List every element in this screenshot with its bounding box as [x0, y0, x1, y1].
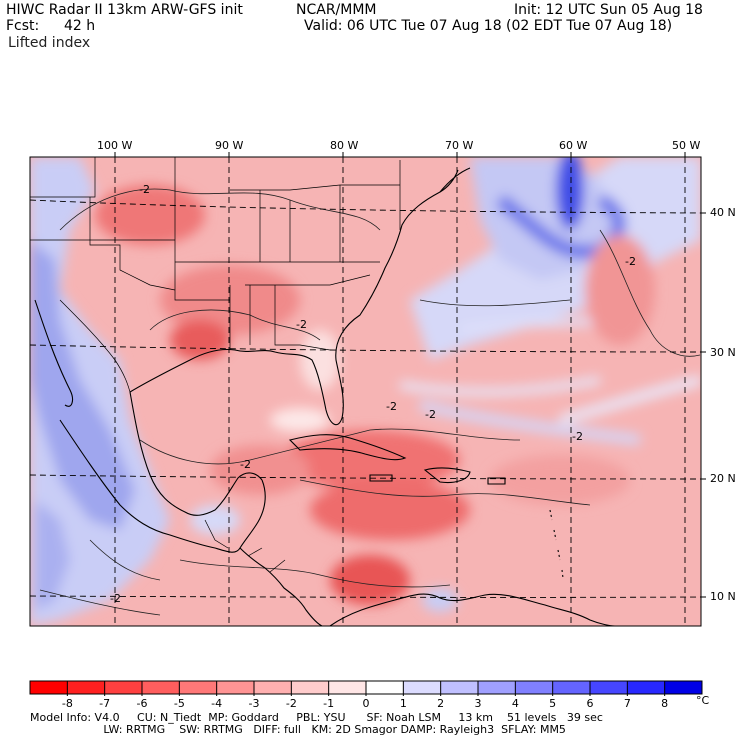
lon-label-70w: 70 W	[445, 139, 474, 152]
colorbar-swatch	[179, 681, 218, 694]
lon-label-60w: 60 W	[559, 139, 588, 152]
colorbar-tick-label: 6	[586, 697, 594, 710]
lon-label-50w: 50 W	[672, 139, 701, 152]
colorbar-swatch	[291, 681, 330, 694]
contour-label: -2	[296, 318, 307, 331]
shading-field	[30, 157, 701, 626]
colorbar-tick-label: 3	[474, 697, 482, 710]
colorbar-swatch	[254, 681, 292, 694]
colorbar-tick-label: -7	[99, 697, 111, 710]
org-label: NCAR/MMM	[296, 2, 377, 18]
colorbar-tick-label: 4	[511, 697, 519, 710]
colorbar-swatch	[664, 681, 703, 694]
colorbar-tick-label: 8	[661, 697, 669, 710]
colorbar-tick-label: -2	[285, 697, 297, 710]
fcst-label: Fcst:	[6, 18, 40, 34]
contour-label: -2	[240, 458, 251, 471]
lat-lon-grid	[30, 157, 701, 626]
colorbar-tick-label: 5	[549, 697, 557, 710]
lon-label-90w: 90 W	[215, 139, 244, 152]
colorbar-swatch	[142, 681, 180, 694]
contour-label: -2	[572, 430, 583, 443]
valid-time: Valid: 06 UTC Tue 07 Aug 18 (02 EDT Tue …	[304, 18, 673, 34]
colorbar-swatch	[30, 681, 68, 694]
fcst-value: 42 h	[64, 18, 96, 34]
contour-label: -2	[110, 592, 121, 605]
field-name: Lifted index	[8, 35, 91, 51]
colorbar-swatch	[216, 681, 255, 694]
lat-label-40n: 40 N	[710, 206, 736, 219]
contour-label: -2	[139, 183, 150, 196]
lat-label-10n: 10 N	[710, 590, 736, 603]
colorbar-tick-label: 7	[623, 697, 631, 710]
colorbar-swatch	[67, 681, 106, 694]
colorbar-swatch	[440, 681, 479, 694]
colorbar-tick-label: -5	[173, 697, 185, 710]
political-borders	[30, 157, 401, 573]
colorbar-tick-label: 2	[437, 697, 445, 710]
map-frame	[29, 156, 702, 627]
colorbar-tick-label: -8	[61, 697, 73, 710]
model-title: HIWC Radar II 13km ARW-GFS init	[6, 2, 243, 18]
colorbar-swatch	[104, 681, 143, 694]
colorbar-swatch	[590, 681, 628, 694]
colorbar-swatch	[515, 681, 554, 694]
colorbar-swatch	[328, 681, 367, 694]
contour-label: -2	[386, 400, 397, 413]
lat-label-20n: 20 N	[710, 472, 736, 485]
lon-label-80w: 80 W	[330, 139, 359, 152]
map-ticks	[114, 152, 706, 598]
contour-label: -2	[625, 255, 636, 268]
colorbar-swatch	[478, 681, 516, 694]
lon-label-100w: 100 W	[97, 139, 133, 152]
colorbar-swatch	[403, 681, 442, 694]
colorbar-tick-label: -4	[211, 697, 223, 710]
colorbar-tick-label: -3	[248, 697, 260, 710]
model-info-line1: Model Info: V4.0 CU: N_Tiedt MP: Goddard…	[30, 711, 603, 724]
init-time: Init: 12 UTC Sun 05 Aug 18	[514, 2, 703, 18]
lat-label-30n: 30 N	[710, 346, 736, 359]
coastlines	[34, 167, 616, 626]
colorbar-tick-label: -1	[323, 697, 335, 710]
colorbar	[29, 680, 703, 696]
contour-label: -2	[425, 408, 436, 421]
colorbar-swatch	[627, 681, 666, 694]
model-info-line2: LW: RRTMG SW: RRTMG DIFF: full KM: 2D Sm…	[30, 723, 566, 736]
colorbar-tick-label: 0	[362, 697, 370, 710]
colorbar-swatch	[552, 681, 591, 694]
colorbar-unit: °C	[696, 694, 710, 707]
colorbar-swatch	[366, 681, 404, 694]
colorbar-tick-label: -6	[136, 697, 148, 710]
colorbar-tick-label: 1	[399, 697, 407, 710]
